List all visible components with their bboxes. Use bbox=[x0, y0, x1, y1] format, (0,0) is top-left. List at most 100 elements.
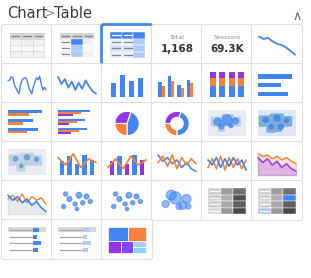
Circle shape bbox=[117, 197, 122, 201]
FancyBboxPatch shape bbox=[210, 86, 216, 97]
Circle shape bbox=[88, 200, 92, 203]
FancyBboxPatch shape bbox=[221, 114, 234, 126]
FancyBboxPatch shape bbox=[122, 51, 133, 58]
FancyBboxPatch shape bbox=[202, 142, 253, 182]
FancyBboxPatch shape bbox=[33, 241, 41, 245]
FancyBboxPatch shape bbox=[8, 122, 23, 125]
FancyBboxPatch shape bbox=[133, 45, 145, 51]
Circle shape bbox=[219, 124, 224, 129]
FancyBboxPatch shape bbox=[8, 227, 46, 232]
FancyBboxPatch shape bbox=[159, 82, 161, 97]
FancyBboxPatch shape bbox=[151, 63, 202, 103]
FancyBboxPatch shape bbox=[122, 45, 133, 51]
Circle shape bbox=[222, 115, 232, 125]
FancyBboxPatch shape bbox=[8, 131, 27, 133]
FancyBboxPatch shape bbox=[82, 155, 87, 175]
FancyBboxPatch shape bbox=[110, 38, 122, 45]
FancyBboxPatch shape bbox=[252, 142, 303, 182]
FancyBboxPatch shape bbox=[125, 164, 129, 175]
Circle shape bbox=[179, 201, 187, 209]
FancyBboxPatch shape bbox=[133, 38, 145, 45]
FancyBboxPatch shape bbox=[110, 32, 122, 38]
Circle shape bbox=[123, 202, 127, 206]
FancyBboxPatch shape bbox=[101, 180, 152, 220]
FancyBboxPatch shape bbox=[60, 45, 71, 51]
FancyBboxPatch shape bbox=[83, 228, 89, 232]
FancyBboxPatch shape bbox=[128, 227, 146, 240]
FancyBboxPatch shape bbox=[101, 142, 152, 182]
FancyBboxPatch shape bbox=[20, 153, 34, 166]
FancyBboxPatch shape bbox=[258, 201, 271, 207]
FancyBboxPatch shape bbox=[120, 75, 125, 97]
FancyBboxPatch shape bbox=[58, 114, 73, 116]
FancyBboxPatch shape bbox=[60, 51, 71, 57]
FancyBboxPatch shape bbox=[221, 195, 233, 201]
FancyBboxPatch shape bbox=[208, 201, 221, 207]
FancyBboxPatch shape bbox=[52, 220, 103, 259]
FancyBboxPatch shape bbox=[208, 207, 221, 214]
FancyBboxPatch shape bbox=[258, 195, 271, 201]
FancyBboxPatch shape bbox=[151, 24, 202, 64]
FancyBboxPatch shape bbox=[83, 235, 87, 239]
FancyBboxPatch shape bbox=[71, 33, 83, 39]
FancyBboxPatch shape bbox=[208, 110, 246, 136]
FancyBboxPatch shape bbox=[110, 45, 122, 51]
Circle shape bbox=[162, 200, 169, 207]
FancyBboxPatch shape bbox=[258, 83, 281, 87]
FancyBboxPatch shape bbox=[202, 103, 253, 143]
FancyBboxPatch shape bbox=[270, 113, 284, 127]
FancyBboxPatch shape bbox=[21, 51, 33, 57]
FancyBboxPatch shape bbox=[211, 117, 221, 126]
FancyBboxPatch shape bbox=[259, 115, 272, 127]
FancyBboxPatch shape bbox=[10, 39, 21, 45]
Circle shape bbox=[62, 205, 66, 208]
FancyBboxPatch shape bbox=[238, 78, 244, 86]
FancyBboxPatch shape bbox=[58, 132, 71, 134]
FancyBboxPatch shape bbox=[60, 39, 71, 45]
FancyBboxPatch shape bbox=[229, 72, 235, 78]
FancyBboxPatch shape bbox=[178, 85, 180, 97]
FancyBboxPatch shape bbox=[266, 123, 276, 133]
Circle shape bbox=[76, 192, 82, 198]
FancyBboxPatch shape bbox=[221, 207, 233, 214]
Wedge shape bbox=[177, 112, 189, 136]
FancyBboxPatch shape bbox=[283, 207, 296, 214]
FancyBboxPatch shape bbox=[10, 51, 21, 57]
FancyBboxPatch shape bbox=[101, 220, 152, 259]
FancyBboxPatch shape bbox=[233, 201, 246, 207]
FancyBboxPatch shape bbox=[8, 119, 33, 122]
FancyBboxPatch shape bbox=[21, 39, 33, 45]
FancyBboxPatch shape bbox=[138, 78, 143, 97]
FancyBboxPatch shape bbox=[221, 201, 233, 207]
FancyBboxPatch shape bbox=[52, 103, 103, 143]
FancyBboxPatch shape bbox=[283, 188, 296, 195]
Circle shape bbox=[166, 190, 176, 200]
FancyBboxPatch shape bbox=[21, 45, 33, 51]
FancyBboxPatch shape bbox=[258, 74, 292, 78]
FancyBboxPatch shape bbox=[171, 81, 174, 97]
FancyBboxPatch shape bbox=[71, 45, 83, 51]
FancyBboxPatch shape bbox=[133, 51, 145, 58]
FancyBboxPatch shape bbox=[121, 240, 133, 253]
FancyBboxPatch shape bbox=[58, 119, 85, 121]
FancyBboxPatch shape bbox=[52, 24, 103, 64]
FancyBboxPatch shape bbox=[221, 188, 233, 195]
FancyBboxPatch shape bbox=[71, 51, 83, 57]
FancyBboxPatch shape bbox=[210, 78, 216, 86]
FancyBboxPatch shape bbox=[122, 32, 133, 38]
FancyBboxPatch shape bbox=[219, 72, 225, 78]
FancyBboxPatch shape bbox=[58, 121, 77, 123]
Circle shape bbox=[269, 125, 273, 129]
Wedge shape bbox=[165, 111, 181, 123]
Circle shape bbox=[73, 202, 77, 206]
FancyBboxPatch shape bbox=[83, 39, 94, 45]
FancyBboxPatch shape bbox=[33, 248, 38, 252]
FancyBboxPatch shape bbox=[83, 248, 88, 252]
FancyBboxPatch shape bbox=[219, 78, 225, 86]
Text: Total: Total bbox=[169, 35, 184, 40]
FancyBboxPatch shape bbox=[2, 142, 53, 182]
FancyBboxPatch shape bbox=[258, 207, 271, 214]
Circle shape bbox=[182, 195, 191, 203]
FancyBboxPatch shape bbox=[219, 86, 225, 97]
FancyBboxPatch shape bbox=[58, 110, 90, 112]
